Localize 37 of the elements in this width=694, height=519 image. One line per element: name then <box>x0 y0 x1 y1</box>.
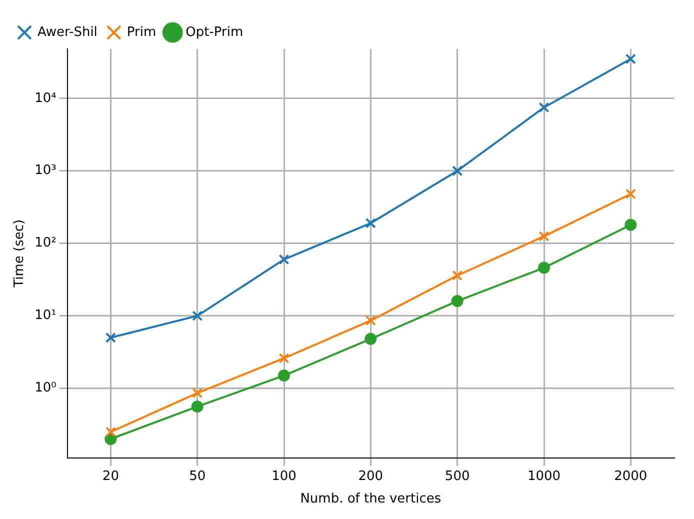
point <box>192 388 203 398</box>
y-tick-label: 10³ <box>34 163 56 178</box>
point <box>278 254 290 265</box>
point <box>538 231 550 242</box>
x-tick-label: 200 <box>358 468 384 484</box>
point <box>365 218 376 228</box>
point <box>625 188 636 200</box>
x-tick-label: 20 <box>102 468 119 484</box>
y-tick-label: 10⁰ <box>34 380 56 396</box>
legend-label: Opt-Prim <box>186 24 244 40</box>
point <box>278 370 290 382</box>
x-tick-label: 2000 <box>614 468 648 484</box>
y-axis-title: Time (sec) <box>12 219 28 288</box>
point <box>105 426 116 438</box>
point <box>105 332 116 343</box>
point <box>192 310 203 322</box>
y-tick-label: 10¹ <box>34 308 56 324</box>
point <box>364 332 377 345</box>
x-tick-label: 1000 <box>527 468 561 484</box>
point <box>191 400 204 413</box>
x-tick-label: 100 <box>272 468 296 484</box>
legend-label: Awer-Shil <box>38 24 98 40</box>
point <box>278 352 290 364</box>
x-tick-label: 500 <box>444 468 470 484</box>
x-axis-title: Numb. of the vertices <box>300 492 442 507</box>
point <box>365 315 376 326</box>
point <box>538 102 550 113</box>
point <box>625 54 636 64</box>
x-tick-label: 50 <box>189 468 206 484</box>
y-tick-label: 10² <box>34 236 56 251</box>
point <box>452 270 463 281</box>
point <box>451 295 464 308</box>
legend-label: Prim <box>126 24 156 40</box>
y-tick-label: 10⁴ <box>34 90 56 106</box>
point <box>538 262 550 274</box>
point <box>452 166 463 176</box>
point <box>624 218 637 231</box>
